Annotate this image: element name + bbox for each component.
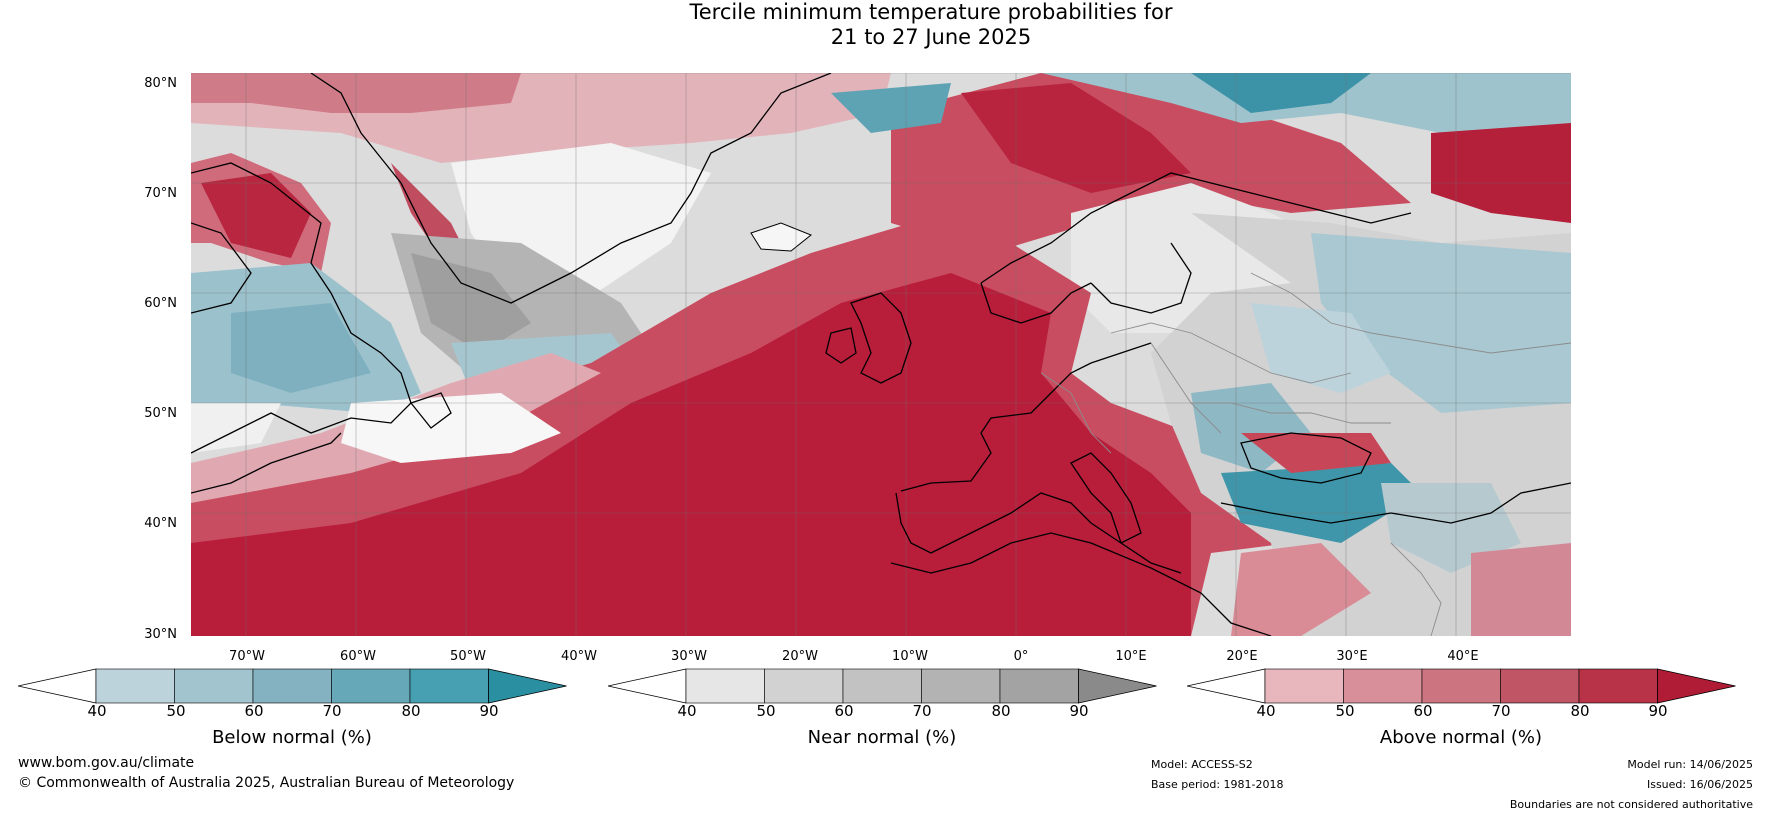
lon-label: 20°E bbox=[1226, 649, 1258, 664]
lon-label: 10°E bbox=[1115, 649, 1147, 664]
colorbar-swatch bbox=[842, 668, 922, 704]
colorbar-swatch bbox=[1421, 668, 1501, 704]
lat-label: 70°N bbox=[144, 186, 177, 201]
lat-label: 60°N bbox=[144, 296, 177, 311]
colorbar-tick: 80 bbox=[401, 702, 421, 720]
colorbar-swatch bbox=[1264, 668, 1344, 704]
lon-label: 40°W bbox=[561, 649, 597, 664]
colorbar-label: Below normal (%) bbox=[212, 727, 372, 748]
colorbar-tick: 50 bbox=[166, 702, 186, 720]
lon-label: 60°W bbox=[340, 649, 376, 664]
lat-label: 30°N bbox=[144, 627, 177, 642]
colorbar-swatch bbox=[1343, 668, 1423, 704]
colorbar-tick: 40 bbox=[87, 702, 107, 720]
footer-base-period: Base period: 1981-2018 bbox=[1151, 778, 1284, 791]
colorbar-tick: 80 bbox=[991, 702, 1011, 720]
colorbar-tick: 40 bbox=[677, 702, 697, 720]
lat-label: 40°N bbox=[144, 516, 177, 531]
lon-label: 30°E bbox=[1336, 649, 1368, 664]
map-title: Tercile minimum temperature probabilitie… bbox=[0, 0, 1770, 50]
lon-label: 70°W bbox=[229, 649, 265, 664]
colorbar-swatch bbox=[331, 668, 411, 704]
probability-map bbox=[191, 73, 1571, 636]
title-line-2: 21 to 27 June 2025 bbox=[830, 25, 1032, 49]
lon-label: 30°W bbox=[671, 649, 707, 664]
footer-model-run: Model run: 14/06/2025 bbox=[1627, 758, 1753, 771]
footer-model: Model: ACCESS-S2 bbox=[1151, 758, 1253, 771]
colorbar-tick: 40 bbox=[1256, 702, 1276, 720]
colorbar-tick: 70 bbox=[1491, 702, 1511, 720]
footer-site-link[interactable]: www.bom.gov.au/climate bbox=[18, 755, 195, 771]
title-line-1: Tercile minimum temperature probabilitie… bbox=[689, 0, 1173, 24]
colorbar-swatch bbox=[95, 668, 175, 704]
lon-label: 0° bbox=[1013, 649, 1029, 664]
colorbar-extend-low bbox=[608, 668, 687, 704]
colorbar-label: Above normal (%) bbox=[1379, 727, 1543, 748]
colorbar-tick: 60 bbox=[1413, 702, 1433, 720]
colorbar-tick: 90 bbox=[1069, 702, 1089, 720]
colorbar-extend-high bbox=[488, 668, 567, 704]
colorbar-above-swatches bbox=[1187, 668, 1736, 704]
lon-label: 40°E bbox=[1447, 649, 1479, 664]
colorbar-tick: 90 bbox=[1648, 702, 1668, 720]
colorbar-label: Near normal (%) bbox=[807, 727, 957, 748]
colorbar-swatch bbox=[174, 668, 254, 704]
colorbar-tick: 50 bbox=[756, 702, 776, 720]
colorbar-tick: 70 bbox=[912, 702, 932, 720]
lon-label: 20°W bbox=[782, 649, 818, 664]
colorbar-near-swatches bbox=[608, 668, 1157, 704]
lon-label: 50°W bbox=[450, 649, 486, 664]
colorbar-swatch bbox=[999, 668, 1079, 704]
colorbar-tick: 80 bbox=[1570, 702, 1590, 720]
colorbar-tick: 60 bbox=[244, 702, 264, 720]
colorbar-tick: 50 bbox=[1335, 702, 1355, 720]
colorbar-swatch bbox=[921, 668, 1001, 704]
lat-label: 50°N bbox=[144, 406, 177, 421]
colorbar-swatch bbox=[685, 668, 765, 704]
colorbar-swatch bbox=[1578, 668, 1658, 704]
colorbar-swatch bbox=[764, 668, 844, 704]
colorbar-extend-low bbox=[1187, 668, 1266, 704]
lon-label: 10°W bbox=[892, 649, 928, 664]
footer-issued: Issued: 16/06/2025 bbox=[1646, 778, 1753, 791]
colorbar-below-swatches bbox=[18, 668, 567, 704]
colorbar-tick: 70 bbox=[322, 702, 342, 720]
footer-copyright: © Commonwealth of Australia 2025, Austra… bbox=[18, 775, 515, 791]
colorbar-extend-high bbox=[1657, 668, 1736, 704]
colorbar-extend-low bbox=[18, 668, 97, 704]
colorbar-swatch bbox=[1500, 668, 1580, 704]
colorbar-swatch bbox=[252, 668, 332, 704]
lat-label: 80°N bbox=[144, 76, 177, 91]
colorbar-extend-high bbox=[1078, 668, 1157, 704]
colorbar-tick: 90 bbox=[479, 702, 499, 720]
footer-disclaimer: Boundaries are not considered authoritat… bbox=[1509, 798, 1753, 811]
colorbar-swatch bbox=[409, 668, 489, 704]
colorbar-tick: 60 bbox=[834, 702, 854, 720]
